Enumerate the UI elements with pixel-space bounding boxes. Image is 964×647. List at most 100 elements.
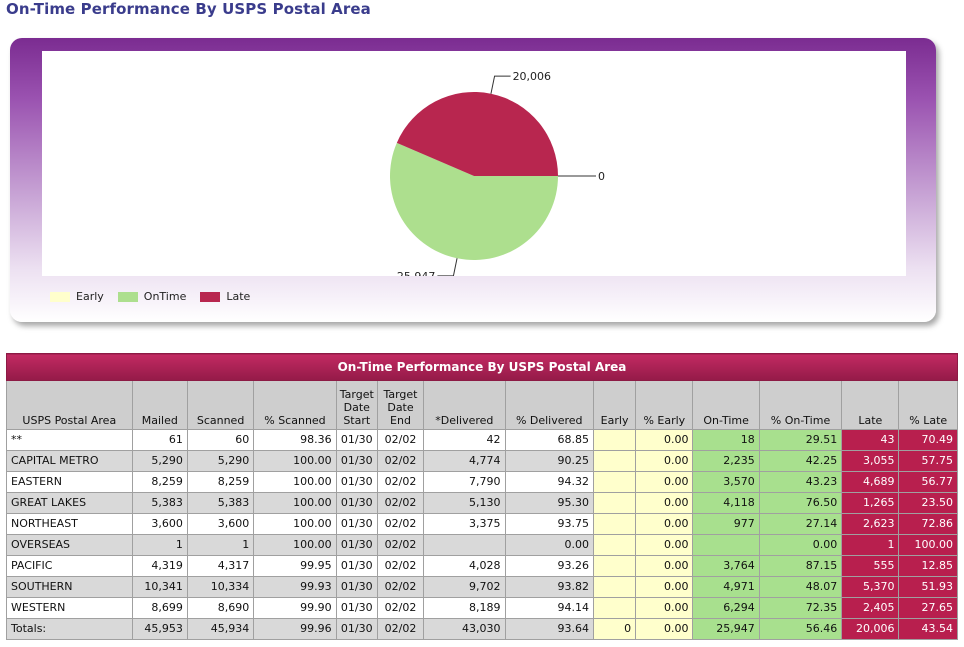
cell-mailed: 5,290 (131, 450, 188, 472)
cell-mailed: 8,259 (131, 471, 188, 493)
column-header-ontime: On-Time (692, 380, 760, 430)
cell-pct-ontime: 27.14 (758, 513, 843, 535)
cell-pct-late: 51.93 (898, 576, 958, 598)
cell-pct-early: 0.00 (635, 597, 694, 619)
legend-item-ontime: OnTime (117, 290, 186, 303)
pie-slice-ontime (389, 142, 559, 261)
cell-ontime: 3,570 (692, 471, 760, 493)
cell-scanned: 3,600 (186, 513, 255, 535)
column-header-pct-delivered: % Delivered (504, 380, 594, 430)
cell-area: PACIFIC (6, 555, 133, 577)
legend-swatch-ontime (117, 291, 138, 302)
cell-pct-late: 27.65 (898, 597, 958, 619)
cell-pct-early: 0.00 (635, 513, 694, 535)
cell-pct-delivered: 0.00 (504, 534, 594, 556)
cell-late: 2,623 (841, 513, 900, 535)
cell-target-start: 01/30 (335, 576, 378, 598)
table-row: NORTHEAST 3,600 3,600 100.00 01/30 02/02 3,375… (6, 513, 958, 535)
cell-mailed: 3,600 (131, 513, 188, 535)
cell-area: ** (6, 429, 133, 451)
cell-delivered: 4,028 (423, 555, 506, 577)
cell-late: 555 (841, 555, 900, 577)
cell-delivered: 5,130 (423, 492, 506, 514)
cell-mailed: 5,383 (131, 492, 188, 514)
table-row: SOUTHERN 10,341 10,334 99.93 01/30 02/02 9,702… (6, 576, 958, 598)
column-header-late: Late (841, 380, 900, 430)
legend-swatch-late (200, 291, 221, 302)
cell-pct-ontime: 29.51 (758, 429, 843, 451)
column-header-mailed: Mailed (131, 380, 188, 430)
legend-swatch-early (50, 291, 70, 302)
table-row: ** 61 60 98.36 01/30 02/02 42 68.85 0.00 18 29.51 4… (6, 429, 958, 451)
cell-pct-early: 0.00 (635, 471, 694, 493)
cell-delivered: 4,774 (423, 450, 506, 472)
cell-delivered: 8,189 (423, 597, 506, 619)
cell-pct-late: 70.49 (898, 429, 958, 451)
cell-delivered: 3,375 (423, 513, 506, 535)
cell-ontime: 18 (692, 429, 760, 451)
cell-target-end: 02/02 (376, 450, 425, 472)
cell-pct-ontime: 42.25 (758, 450, 843, 472)
table-row: EASTERN 8,259 8,259 100.00 01/30 02/02 7,790 94… (6, 471, 958, 493)
column-header-scanned: Scanned (186, 380, 255, 430)
cell-pct-scanned: 99.93 (253, 576, 337, 598)
cell-late: 43 (841, 429, 900, 451)
cell-area: OVERSEAS (6, 534, 133, 556)
cell-ontime: 3,764 (692, 555, 760, 577)
cell-target-end: 02/02 (376, 555, 425, 577)
cell-pct-ontime: 87.15 (758, 555, 843, 577)
cell-target-start: 01/30 (335, 450, 378, 472)
cell-target-start: 01/30 (335, 492, 378, 514)
cell-ontime (692, 534, 760, 556)
cell-pct-late: 72.86 (898, 513, 958, 535)
cell-early (592, 429, 637, 451)
cell-scanned: 60 (186, 429, 255, 451)
chart-legend: Early OnTime Late (50, 290, 264, 303)
cell-area: CAPITAL METRO (6, 450, 133, 472)
cell-early (592, 513, 637, 535)
cell-target-start: 01/30 (335, 597, 378, 619)
cell-pct-late: 57.75 (898, 450, 958, 472)
cell-scanned: 8,259 (186, 471, 255, 493)
cell-pct-scanned: 100.00 (253, 471, 337, 493)
cell-delivered: 42 (423, 429, 506, 451)
column-header-target-start: Target Date Start (335, 380, 378, 430)
table-row: CAPITAL METRO 5,290 5,290 100.00 01/30 02/02 4… (6, 450, 958, 472)
pie-slice-late (396, 92, 558, 176)
leader-line-late (490, 75, 511, 94)
cell-pct-late: 12.85 (898, 555, 958, 577)
cell-target-start: 01/30 (335, 534, 378, 556)
table-row: WESTERN 8,699 8,690 99.90 01/30 02/02 8,189 94.… (6, 597, 958, 619)
legend-label-late: Late (226, 290, 251, 303)
cell-early (592, 597, 637, 619)
cell-late: 1 (841, 534, 900, 556)
cell-pct-early: 0.00 (635, 618, 694, 640)
cell-pct-early: 0.00 (635, 429, 694, 451)
cell-pct-early: 0.00 (635, 450, 694, 472)
cell-target-start: 01/30 (335, 513, 378, 535)
cell-pct-scanned: 100.00 (253, 492, 337, 514)
cell-pct-delivered: 93.75 (504, 513, 594, 535)
cell-late: 1,265 (841, 492, 900, 514)
column-header-early: Early (592, 380, 637, 430)
cell-ontime: 4,971 (692, 576, 760, 598)
cell-pct-delivered: 93.82 (504, 576, 594, 598)
cell-late: 4,689 (841, 471, 900, 493)
cell-pct-ontime: 72.35 (758, 597, 843, 619)
cell-early (592, 576, 637, 598)
cell-late: 20,006 (841, 618, 900, 640)
cell-mailed: 1 (131, 534, 188, 556)
cell-pct-scanned: 99.90 (253, 597, 337, 619)
cell-pct-ontime: 48.07 (758, 576, 843, 598)
column-header-target-end: Target Date End (376, 380, 425, 430)
cell-scanned: 10,334 (186, 576, 255, 598)
performance-table: On-Time Performance By USPS Postal Area … (6, 353, 958, 640)
cell-scanned: 1 (186, 534, 255, 556)
cell-pct-early: 0.00 (635, 576, 694, 598)
table-totals-row: Totals: 45,953 45,934 99.96 01/30 02/02 43,030… (6, 618, 958, 640)
cell-target-start: 01/30 (335, 471, 378, 493)
table-header-row: USPS Postal Area Mailed Scanned% Scanned Ta… (6, 380, 958, 430)
table-row: OVERSEAS 1 1 100.00 01/30 02/02 0.00 0.00 0.00 1 1… (6, 534, 958, 556)
column-header-pct-early: % Early (635, 380, 694, 430)
cell-pct-scanned: 100.00 (253, 450, 337, 472)
